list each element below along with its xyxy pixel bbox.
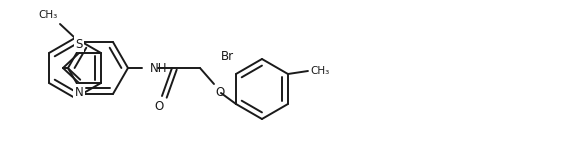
Text: CH₃: CH₃ bbox=[39, 10, 58, 20]
Text: S: S bbox=[76, 38, 83, 50]
Text: O: O bbox=[215, 86, 225, 100]
Text: O: O bbox=[154, 100, 164, 112]
Text: N: N bbox=[74, 86, 84, 98]
Text: NH: NH bbox=[150, 62, 168, 74]
Text: CH₃: CH₃ bbox=[310, 66, 329, 76]
Text: Br: Br bbox=[221, 50, 234, 63]
